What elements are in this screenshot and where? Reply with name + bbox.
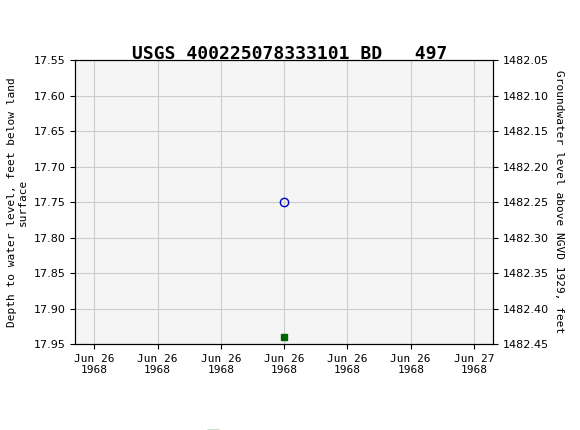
Text: ≈USGS: ≈USGS — [9, 9, 90, 29]
Text: USGS 400225078333101 BD   497: USGS 400225078333101 BD 497 — [132, 45, 448, 63]
Y-axis label: Groundwater level above NGVD 1929, feet: Groundwater level above NGVD 1929, feet — [554, 71, 564, 334]
Legend: Period of approved data: Period of approved data — [197, 427, 371, 430]
Y-axis label: Depth to water level, feet below land
surface: Depth to water level, feet below land su… — [6, 77, 28, 327]
